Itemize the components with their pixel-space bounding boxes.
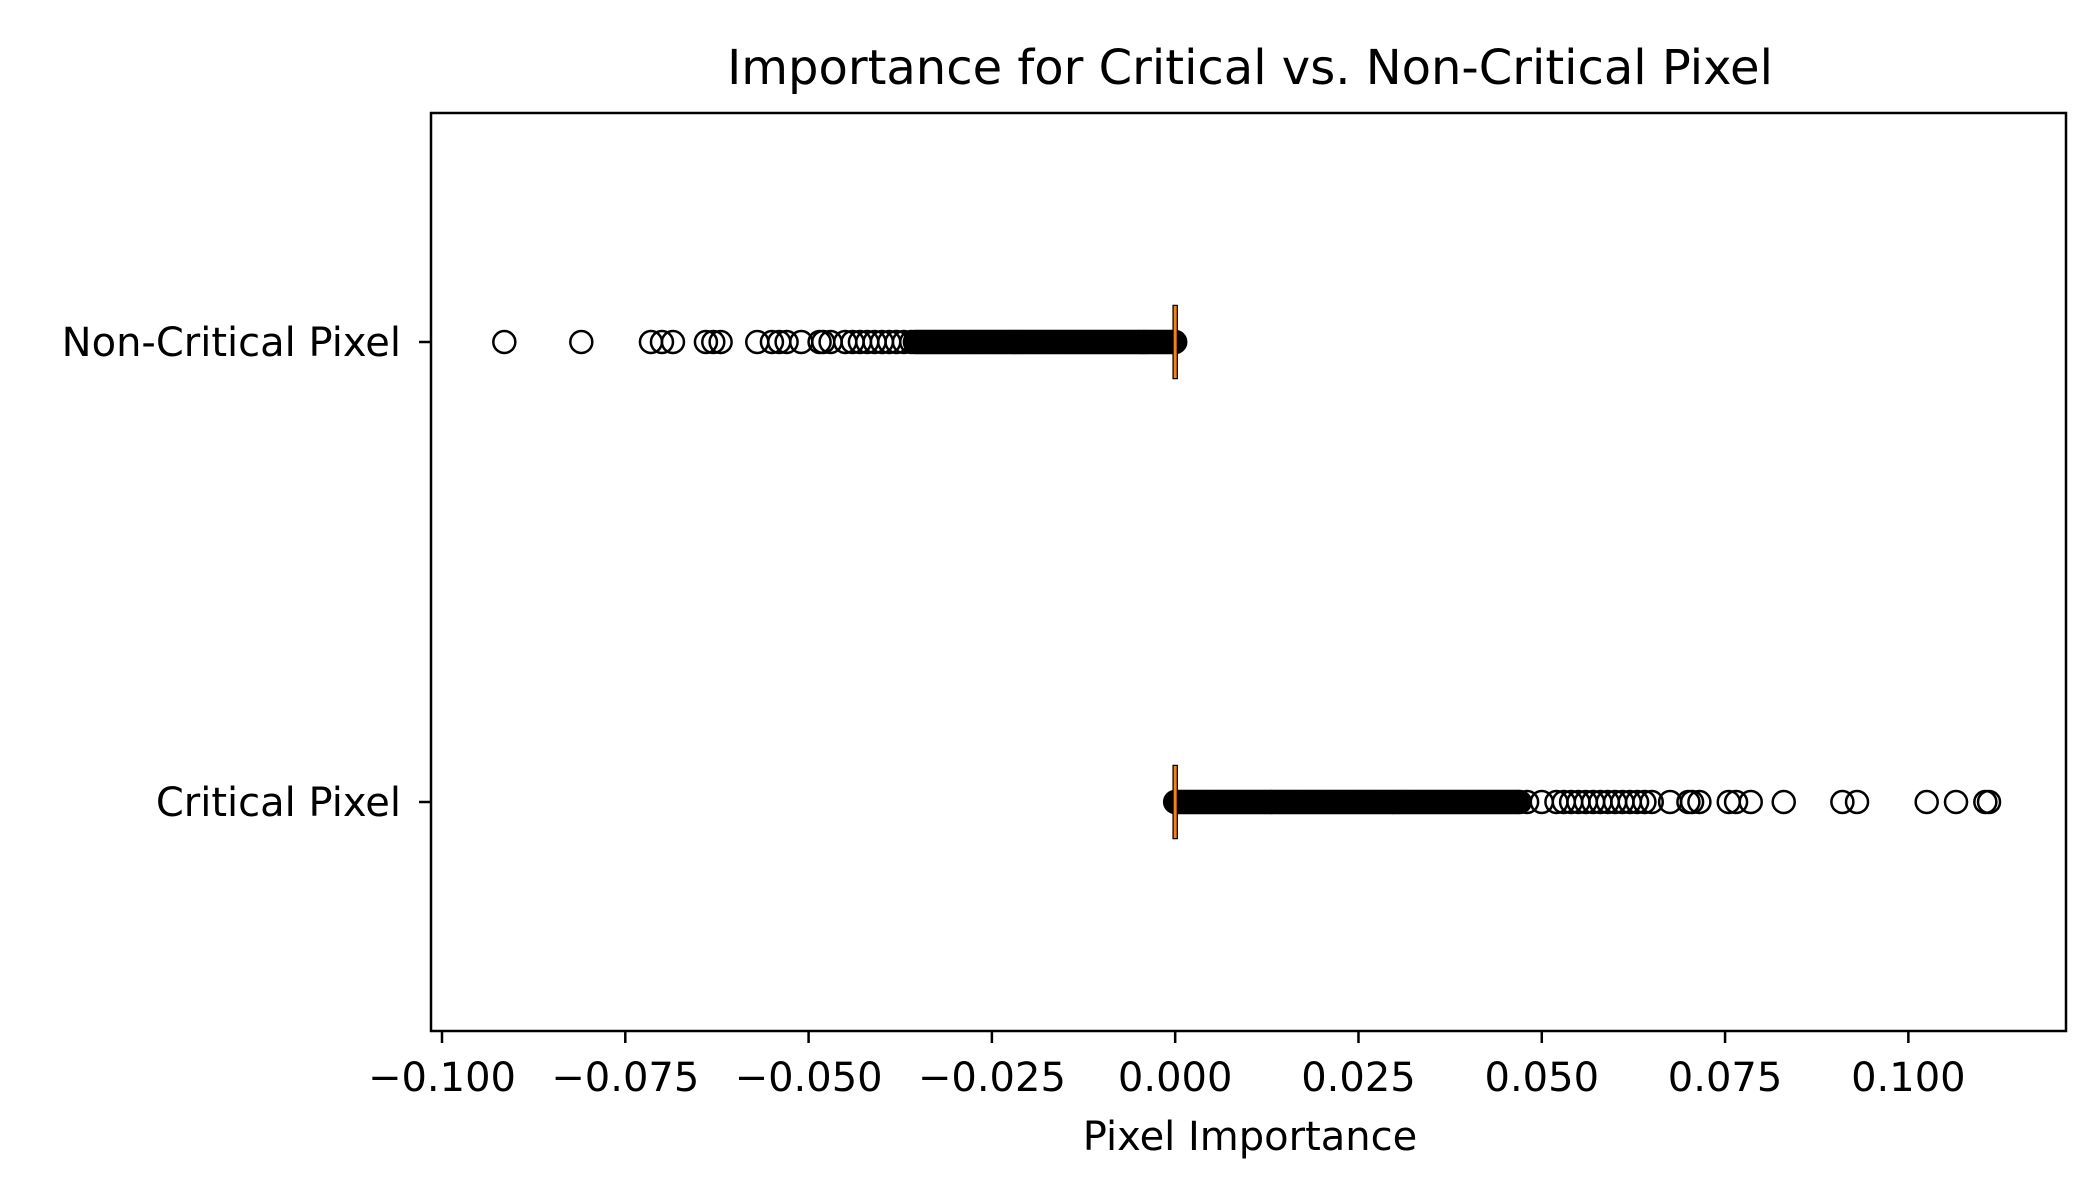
outlier-point xyxy=(1844,789,1870,815)
plot-area xyxy=(492,304,2002,840)
box-series-1 xyxy=(492,304,1188,380)
outlier-point xyxy=(492,329,517,355)
outlier-point xyxy=(693,329,719,355)
outlier-point xyxy=(701,329,726,355)
outlier-point xyxy=(1771,789,1796,815)
outlier-point xyxy=(898,329,924,355)
x-tick-label: −0.075 xyxy=(551,1055,699,1101)
outlier-point xyxy=(891,329,917,355)
outlier-point xyxy=(1687,789,1712,815)
outlier-point xyxy=(569,329,594,355)
outlier-point xyxy=(1914,789,1939,815)
box-series-0 xyxy=(1162,764,2002,840)
outlier-point xyxy=(1830,789,1855,815)
x-axis-label: Pixel Importance xyxy=(1083,1114,1417,1160)
x-tick-label: −0.100 xyxy=(368,1055,516,1101)
x-tick-label: 0.050 xyxy=(1485,1055,1600,1101)
x-tick-label: −0.050 xyxy=(735,1055,883,1101)
x-tick-label: 0.025 xyxy=(1301,1055,1416,1101)
outlier-point xyxy=(1723,789,1749,815)
outlier-point xyxy=(1976,789,2002,815)
x-tick-label: 0.075 xyxy=(1668,1055,1783,1101)
chart-title: Importance for Critical vs. Non-Critical… xyxy=(727,40,1773,96)
outlier-point xyxy=(1639,789,1665,815)
outlier-point xyxy=(1514,789,1540,815)
outlier-point xyxy=(660,329,686,355)
y-tick-label: Non-Critical Pixel xyxy=(62,320,401,366)
axes-frame xyxy=(429,111,2068,1033)
outlier-point xyxy=(884,329,909,355)
axes: −0.100 −0.075 −0.050 −0.025 0.000 0.025 0.050 0… xyxy=(62,320,1966,1101)
outlier-point xyxy=(774,329,799,355)
outlier-point xyxy=(1632,789,1657,815)
outlier-point xyxy=(1943,789,1969,815)
outlier-point xyxy=(1738,789,1763,815)
x-tick-label: 0.100 xyxy=(1851,1055,1966,1101)
outlier-point xyxy=(708,329,733,355)
x-tick-label: 0.000 xyxy=(1118,1055,1233,1101)
x-tick-label: −0.025 xyxy=(918,1055,1066,1101)
outlier-point xyxy=(759,329,785,355)
outlier-point xyxy=(1679,789,1705,815)
y-tick-label: Critical Pixel xyxy=(156,780,401,826)
outlier-point xyxy=(1624,789,1650,815)
outlier-point xyxy=(649,329,675,355)
